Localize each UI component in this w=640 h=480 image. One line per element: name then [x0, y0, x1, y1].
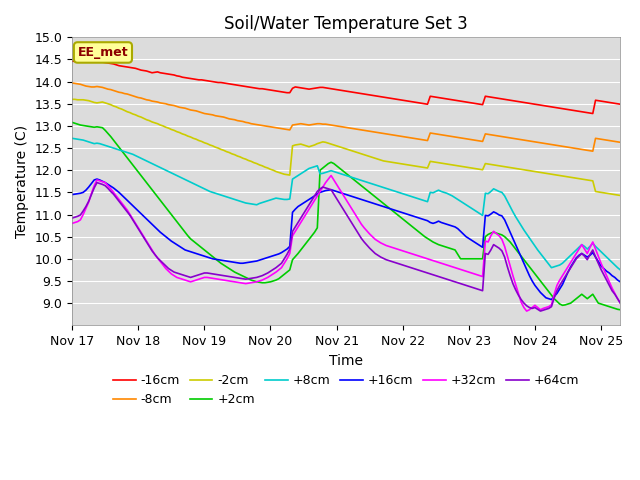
+8cm [616, 267, 624, 273]
+64cm [173, 270, 180, 276]
-16cm [90, 59, 98, 65]
+32cm [523, 308, 531, 314]
Line: +8cm: +8cm [72, 138, 620, 270]
Line: +2cm: +2cm [72, 122, 620, 310]
Title: Soil/Water Temperature Set 3: Soil/Water Temperature Set 3 [225, 15, 468, 33]
+2cm [616, 307, 624, 312]
+16cm [93, 176, 100, 182]
+16cm [104, 181, 112, 187]
-2cm [589, 178, 596, 184]
-2cm [170, 128, 178, 133]
-16cm [592, 97, 600, 103]
-2cm [616, 192, 624, 198]
+32cm [170, 273, 178, 278]
+2cm [170, 215, 178, 221]
Line: +32cm: +32cm [72, 176, 620, 311]
+16cm [90, 177, 98, 183]
-16cm [68, 59, 76, 64]
+16cm [575, 252, 583, 258]
-8cm [68, 80, 76, 86]
-2cm [214, 145, 222, 151]
+64cm [575, 253, 583, 259]
+32cm [90, 183, 98, 189]
Line: -2cm: -2cm [72, 99, 620, 195]
+16cm [616, 279, 624, 285]
+64cm [90, 185, 98, 191]
-16cm [214, 80, 222, 85]
+2cm [570, 298, 577, 304]
-2cm [570, 175, 577, 180]
-16cm [170, 72, 178, 78]
Legend: -16cm, -8cm, -2cm, +2cm, +8cm, +16cm, +32cm, +64cm: -16cm, -8cm, -2cm, +2cm, +8cm, +16cm, +3… [108, 369, 584, 411]
+64cm [104, 185, 112, 191]
-2cm [68, 96, 76, 102]
+16cm [217, 257, 225, 263]
-8cm [90, 84, 98, 90]
+16cm [173, 242, 180, 248]
+64cm [217, 272, 225, 278]
+2cm [589, 291, 596, 297]
+64cm [536, 308, 544, 314]
+32cm [616, 300, 624, 306]
-8cm [170, 103, 178, 108]
Y-axis label: Temperature (C): Temperature (C) [15, 125, 29, 238]
-8cm [589, 148, 596, 154]
-8cm [616, 139, 624, 145]
+32cm [214, 276, 222, 282]
+2cm [90, 124, 98, 130]
Line: +64cm: +64cm [72, 182, 620, 311]
+2cm [101, 128, 109, 133]
+64cm [616, 300, 624, 306]
-16cm [570, 108, 577, 113]
+8cm [68, 135, 76, 141]
-16cm [101, 60, 109, 65]
+32cm [327, 173, 335, 179]
+8cm [101, 143, 109, 148]
+64cm [595, 260, 602, 266]
+8cm [214, 191, 222, 197]
X-axis label: Time: Time [329, 354, 364, 368]
+16cm [595, 259, 602, 264]
-2cm [90, 99, 98, 105]
+16cm [548, 297, 556, 302]
+8cm [570, 250, 577, 255]
Line: -8cm: -8cm [72, 83, 620, 151]
+32cm [595, 253, 602, 259]
-8cm [214, 113, 222, 119]
-8cm [570, 145, 577, 151]
+64cm [68, 215, 76, 221]
+32cm [68, 220, 76, 226]
+64cm [93, 180, 100, 185]
-16cm [589, 111, 596, 117]
+8cm [170, 171, 178, 177]
-8cm [101, 85, 109, 91]
Line: -16cm: -16cm [72, 61, 620, 114]
-8cm [592, 135, 600, 141]
+32cm [101, 180, 109, 185]
Text: EE_met: EE_met [77, 46, 128, 59]
-16cm [616, 101, 624, 107]
+32cm [575, 246, 583, 252]
+8cm [90, 141, 98, 146]
+8cm [589, 240, 596, 246]
+16cm [68, 192, 76, 197]
-2cm [101, 100, 109, 106]
Line: +16cm: +16cm [72, 179, 620, 300]
+2cm [68, 120, 76, 125]
+2cm [214, 258, 222, 264]
